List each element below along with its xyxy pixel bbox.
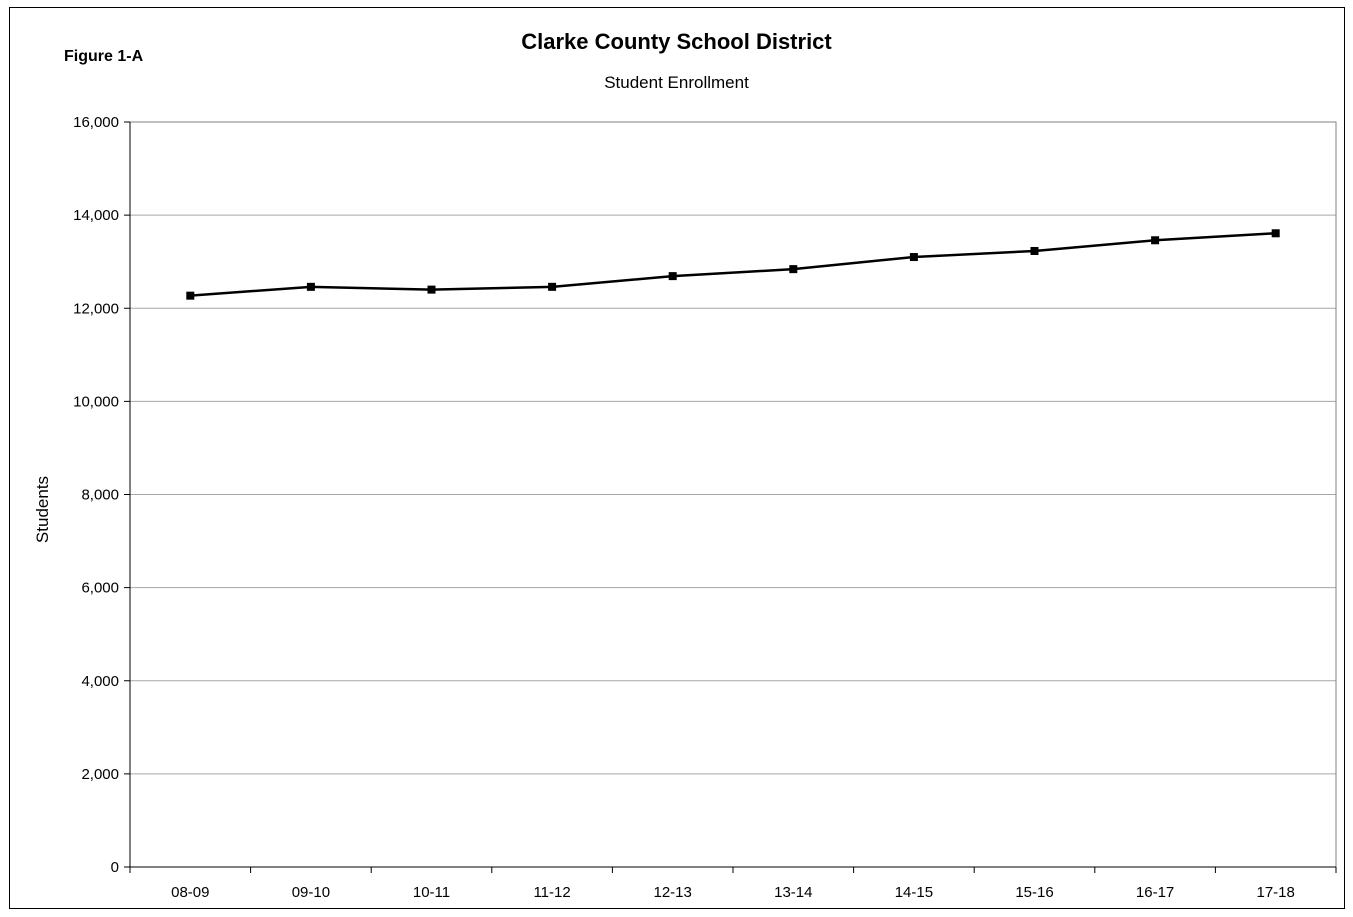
chart-frame — [9, 7, 1345, 909]
x-tick-label: 16-17 — [1136, 884, 1174, 901]
y-tick-label: 4,000 — [81, 673, 119, 690]
data-point-marker — [789, 265, 798, 274]
data-point-marker — [1030, 246, 1039, 255]
data-point-marker — [909, 253, 918, 262]
data-point-marker — [1151, 236, 1160, 245]
y-axis-label: Students — [33, 476, 52, 543]
y-tick-label: 12,000 — [73, 300, 119, 317]
x-tick-label: 11-12 — [533, 884, 570, 901]
data-point-marker — [548, 282, 557, 291]
x-tick-label: 09-10 — [292, 884, 330, 901]
data-point-marker — [668, 272, 677, 281]
data-point-marker — [186, 291, 195, 300]
x-tick-label: 10-11 — [413, 884, 450, 901]
series-line — [190, 232, 1276, 297]
y-tick-label: 0 — [111, 859, 119, 876]
x-tick-label: 15-16 — [1015, 884, 1053, 901]
data-point-marker — [1271, 229, 1280, 238]
y-tick-labels: 0 2,000 4,000 6,000 8,000 10,000 12,000 14,000 1… — [73, 114, 119, 876]
y-tick-label: 14,000 — [73, 207, 119, 224]
x-tick-label: 14-15 — [895, 884, 933, 901]
x-tick-labels: 08-09 09-10 10-11 11-12 12-13 13-14 14-15 15-16… — [171, 884, 1295, 901]
data-point-marker — [306, 282, 315, 291]
x-tick-label: 08-09 — [171, 884, 209, 901]
y-tick-label: 16,000 — [73, 114, 119, 131]
x-tick-label: 12-13 — [654, 884, 692, 901]
series-enrollment — [186, 229, 1280, 300]
x-tick-label: 13-14 — [774, 884, 812, 901]
axes — [124, 121, 1337, 873]
y-tick-label: 8,000 — [81, 487, 119, 504]
chart-title: Clarke County School District — [521, 29, 832, 54]
y-tick-label: 2,000 — [81, 766, 119, 783]
gridlines — [130, 214, 1336, 775]
data-point-marker — [427, 285, 436, 294]
x-tick-label: 17-18 — [1257, 884, 1295, 901]
y-tick-label: 6,000 — [81, 580, 119, 597]
chart-subtitle: Student Enrollment — [604, 73, 749, 92]
figure-label: Figure 1-A — [64, 48, 144, 65]
y-tick-label: 10,000 — [73, 393, 119, 410]
